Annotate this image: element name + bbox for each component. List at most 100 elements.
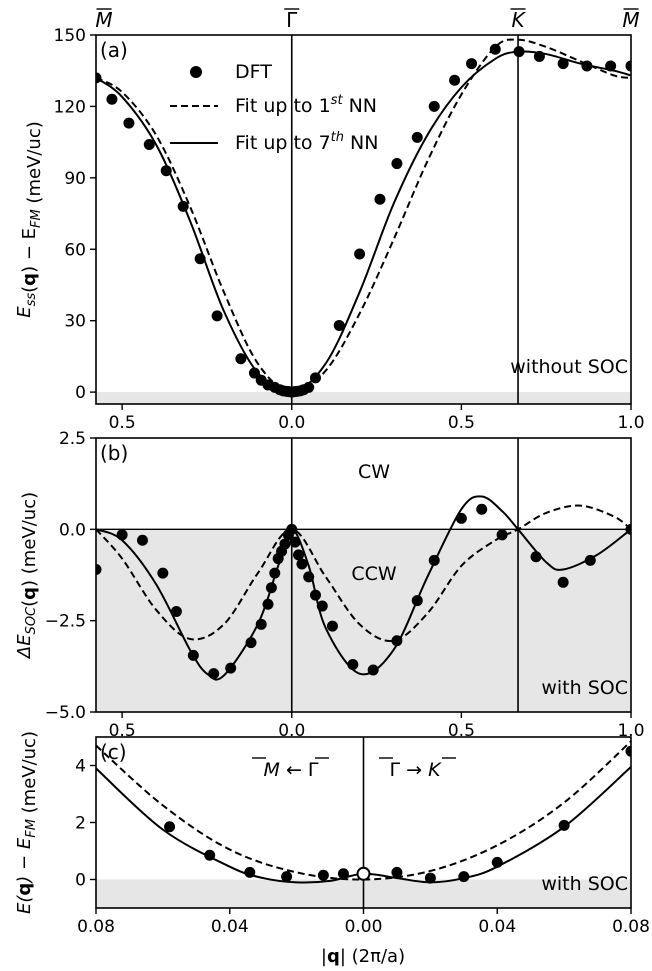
panel-a-dft-point bbox=[557, 58, 569, 70]
annotation-gamma-to-k: Γ → K bbox=[389, 759, 442, 781]
panel-a-x-tick-label: 0.0 bbox=[278, 413, 305, 433]
symmetry-label-K-2: K bbox=[511, 8, 526, 32]
panel-b-y-tick-label: −5.0 bbox=[45, 703, 86, 723]
panel-b-label: (b) bbox=[100, 441, 128, 465]
panel-b-dft-point bbox=[265, 582, 277, 594]
annotation-ccw: CCW bbox=[351, 563, 397, 585]
panel-a-label: (a) bbox=[100, 38, 128, 62]
panel-a-dft-point bbox=[391, 158, 403, 170]
panel-a-y-tick-label: 150 bbox=[54, 26, 86, 46]
panel-a-dft-point bbox=[177, 200, 189, 212]
panel-b-dft-point bbox=[245, 637, 257, 649]
panel-c-dft-point bbox=[391, 866, 403, 878]
panel-b-dft-point bbox=[428, 554, 440, 566]
panel-c-dft-point bbox=[424, 872, 436, 884]
panel-c-dft-point bbox=[625, 745, 631, 757]
panel-a-dft-point bbox=[428, 100, 440, 112]
panel-c-x-tick-label: 0.08 bbox=[77, 917, 115, 937]
panel-b-dft-point bbox=[309, 589, 321, 601]
panel-b-dft-point bbox=[208, 668, 220, 680]
legend-entry-label: Fit up to 1st NN bbox=[235, 93, 377, 117]
panel-a-series bbox=[96, 38, 631, 398]
panel-a-y-tick-label: 30 bbox=[64, 312, 86, 332]
panel-a-dft-point bbox=[160, 165, 172, 177]
panel-b-fit-7th-nn-line bbox=[96, 495, 631, 681]
panel-b-x-tick-label: 0.5 bbox=[109, 721, 136, 741]
panel-b-dft-point bbox=[316, 600, 328, 612]
panel-a-dft-point bbox=[605, 60, 617, 72]
panel-a-dft-point bbox=[533, 50, 545, 62]
symmetry-label-M-0: M bbox=[95, 8, 112, 32]
panel-b-dft-point bbox=[225, 662, 237, 674]
panel-c-y-axis-label: E(q) − EFM (meV/uc) bbox=[14, 731, 40, 914]
panel-a-dft-point bbox=[466, 58, 478, 70]
panel-a-dft-point bbox=[411, 131, 423, 143]
panel-a-y-tick-label: 120 bbox=[54, 97, 86, 117]
panel-b-x-tick-label: 0.0 bbox=[278, 721, 305, 741]
panel-a-dft-point bbox=[123, 117, 135, 129]
panel-a-dft-point bbox=[513, 46, 525, 58]
panel-c-dft-point bbox=[204, 849, 216, 861]
panel-a-dft-point bbox=[581, 60, 593, 72]
panel-c-dft-point bbox=[281, 871, 293, 883]
panel-a-y-tick-label: 60 bbox=[64, 240, 86, 260]
panel-c: 0 2 4 0.08 0.04 0.00 0.04 0.08 E(q) − EFM (meV/u… bbox=[14, 731, 650, 937]
panel-c-y-tick-label: 2 bbox=[75, 814, 86, 834]
panel-a-negative-region bbox=[96, 392, 631, 404]
panel-b-dft-point bbox=[530, 551, 542, 563]
panel-c-y-tick-label: 0 bbox=[75, 871, 86, 891]
legend-entry-label: Fit up to 7th NN bbox=[235, 130, 378, 154]
panel-b-fit-1st-nn-line bbox=[96, 504, 631, 643]
panel-b-dft-point bbox=[476, 503, 488, 515]
panel-b-dft-point bbox=[293, 549, 305, 561]
panel-a-dft-point bbox=[235, 353, 247, 365]
panel-a-frame bbox=[95, 34, 632, 405]
panel-b-dft-point bbox=[96, 564, 102, 576]
annotation-with-soc-c: with SOC bbox=[541, 873, 628, 895]
panel-a-x-tick-label: 0.5 bbox=[109, 413, 136, 433]
panel-a-dft-point bbox=[248, 367, 260, 379]
panel-a-y-axis-label: Ess(q) − EFM (meV/uc) bbox=[14, 121, 45, 318]
panel-a-dft-point bbox=[194, 253, 206, 265]
annotation-without-soc: without SOC bbox=[510, 356, 628, 378]
panel-b-dft-point bbox=[625, 523, 631, 535]
panel-b-dft-point bbox=[367, 664, 379, 676]
panel-a-fit-1st-nn-line bbox=[96, 38, 631, 394]
panel-c-dft-point bbox=[558, 819, 570, 831]
panel-a-dft-point bbox=[354, 248, 366, 260]
panel-b-dft-point bbox=[269, 567, 281, 579]
panel-b-dft-point bbox=[557, 576, 569, 588]
panel-a-dft-point bbox=[96, 72, 102, 84]
panel-b-dft-point bbox=[289, 536, 301, 548]
panel-b-dft-point bbox=[296, 558, 308, 570]
panel-b-dft-point bbox=[584, 554, 596, 566]
panel-b-negative-region bbox=[96, 529, 631, 712]
legend-dft-marker bbox=[190, 66, 202, 78]
panel-a-dft-point bbox=[489, 43, 501, 55]
panel-b-dft-point bbox=[157, 567, 169, 579]
panel-c-dft-point bbox=[164, 821, 176, 833]
annotation-m-from-gamma: M ← Γ bbox=[264, 759, 319, 781]
panel-c-label: (c) bbox=[100, 740, 127, 764]
symmetry-label-Γ-1: Γ bbox=[286, 8, 298, 32]
panel-a-dft-point bbox=[309, 372, 321, 384]
panel-b-x-tick-label: 1.0 bbox=[617, 721, 644, 741]
panel-a-dft-point bbox=[625, 60, 631, 72]
panel-a-dft-point bbox=[449, 74, 461, 86]
annotation-with-soc-b: with SOC bbox=[541, 677, 628, 699]
panel-c-x-axis-label: |q| (2π/a) bbox=[321, 946, 405, 967]
panel-c-x-tick-label: 0.04 bbox=[211, 917, 249, 937]
panel-a-x-tick-label: 1.0 bbox=[617, 413, 644, 433]
panel-c-x-tick-label: 0.04 bbox=[478, 917, 516, 937]
panel-b-dft-point bbox=[187, 649, 199, 661]
panel-b-frame bbox=[95, 437, 632, 713]
panel-c-dft-point bbox=[458, 871, 470, 883]
panel-b-dft-point bbox=[116, 529, 128, 541]
panel-a-dft-point bbox=[211, 310, 223, 322]
panel-a-dft-point bbox=[333, 319, 345, 331]
panel-b-dft-point bbox=[279, 538, 291, 550]
panel-b-dft-point bbox=[255, 618, 267, 630]
panel-c-dft-point bbox=[337, 868, 349, 880]
panel-b-dft-point bbox=[455, 512, 467, 524]
